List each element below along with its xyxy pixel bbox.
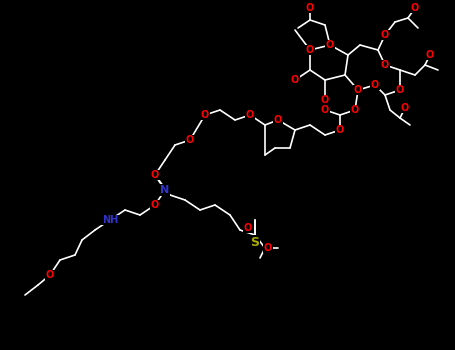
Text: O: O: [326, 40, 334, 50]
Text: O: O: [201, 110, 209, 120]
Text: O: O: [354, 85, 362, 95]
Text: O: O: [381, 30, 389, 40]
Text: O: O: [291, 75, 299, 85]
Text: O: O: [371, 80, 379, 90]
Text: O: O: [321, 95, 329, 105]
Text: O: O: [186, 135, 194, 145]
Text: O: O: [401, 103, 409, 113]
Text: O: O: [336, 125, 344, 135]
Text: O: O: [264, 243, 272, 253]
Text: O: O: [321, 105, 329, 115]
Text: O: O: [274, 115, 282, 125]
Text: O: O: [151, 200, 159, 210]
Text: O: O: [46, 270, 54, 280]
Text: O: O: [396, 85, 404, 95]
Text: N: N: [160, 185, 170, 195]
Text: O: O: [411, 3, 419, 13]
Text: NH: NH: [102, 215, 118, 225]
Text: O: O: [426, 50, 434, 60]
Text: O: O: [381, 60, 389, 70]
Text: O: O: [351, 105, 359, 115]
Text: S: S: [251, 236, 259, 248]
Text: O: O: [151, 170, 159, 180]
Text: O: O: [246, 110, 254, 120]
Text: O: O: [306, 45, 314, 55]
Text: O: O: [306, 3, 314, 13]
Text: O: O: [244, 223, 252, 233]
